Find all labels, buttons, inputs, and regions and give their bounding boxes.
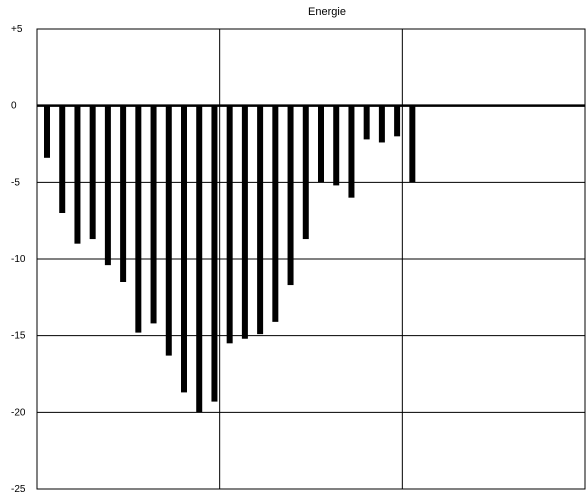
bar	[318, 105, 324, 183]
bar	[241, 105, 248, 339]
bar	[211, 105, 218, 402]
plot-frame	[36, 28, 586, 490]
bar	[257, 105, 264, 335]
y-tick-label: +5	[11, 24, 23, 35]
bar	[409, 105, 416, 183]
bar	[348, 105, 355, 198]
bar	[150, 105, 157, 324]
y-axis-tick-labels: +5 0 -5 -10 -15 -20 -25	[11, 24, 26, 495]
y-tick-label: -15	[11, 331, 26, 342]
bar	[135, 105, 142, 333]
bar	[44, 105, 50, 158]
bar	[333, 105, 340, 186]
y-tick-label: -10	[11, 254, 26, 265]
bar	[394, 105, 401, 137]
y-tick-label: -5	[11, 177, 20, 188]
bar	[196, 105, 203, 413]
bar	[226, 105, 233, 344]
bar	[59, 105, 66, 213]
y-tick-label: 0	[11, 101, 17, 112]
bar	[272, 105, 279, 322]
y-tick-label: -20	[11, 407, 26, 418]
bar	[363, 105, 370, 140]
chart-title: Energie	[308, 6, 346, 18]
bar	[74, 105, 81, 244]
bar	[104, 105, 111, 266]
bar	[378, 105, 385, 143]
bar	[181, 105, 187, 393]
bars	[44, 105, 416, 413]
bar	[165, 105, 172, 356]
bar	[89, 105, 96, 240]
bar	[120, 105, 127, 283]
bar	[302, 105, 309, 240]
bar	[287, 105, 294, 286]
y-tick-label: -25	[11, 484, 26, 495]
grid-lines	[37, 28, 585, 490]
